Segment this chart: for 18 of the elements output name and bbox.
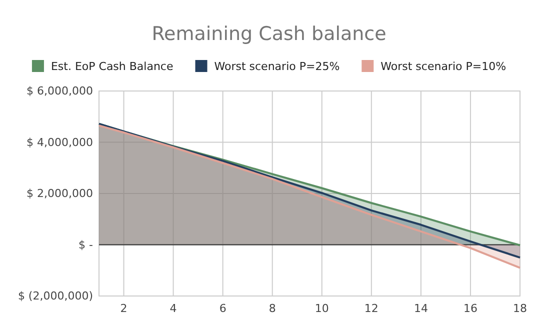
x-tick-label: 18 bbox=[513, 302, 527, 315]
x-tick-label: 12 bbox=[364, 302, 378, 315]
legend-label: Est. EoP Cash Balance bbox=[50, 60, 174, 73]
y-tick-label: $ (2,000,000) bbox=[18, 290, 93, 303]
x-tick-label: 4 bbox=[170, 302, 177, 315]
chart-title: Remaining Cash balance bbox=[152, 23, 386, 45]
y-tick-label: $ 4,000,000 bbox=[26, 136, 93, 149]
x-tick-label: 2 bbox=[120, 302, 128, 315]
x-tick-label: 14 bbox=[414, 302, 428, 315]
y-tick-label: $ 6,000,000 bbox=[26, 84, 93, 98]
legend-label: Worst scenario P=10% bbox=[380, 60, 506, 73]
x-tick-label: 10 bbox=[314, 302, 329, 315]
x-tick-label: 8 bbox=[268, 302, 276, 315]
y-tick-label: $ - bbox=[78, 238, 94, 252]
legend-label: Worst scenario P=25% bbox=[214, 60, 340, 73]
y-tick-label: $ 2,000,000 bbox=[26, 187, 93, 200]
x-tick-label: 6 bbox=[219, 302, 226, 315]
x-tick-label: 16 bbox=[463, 302, 478, 315]
